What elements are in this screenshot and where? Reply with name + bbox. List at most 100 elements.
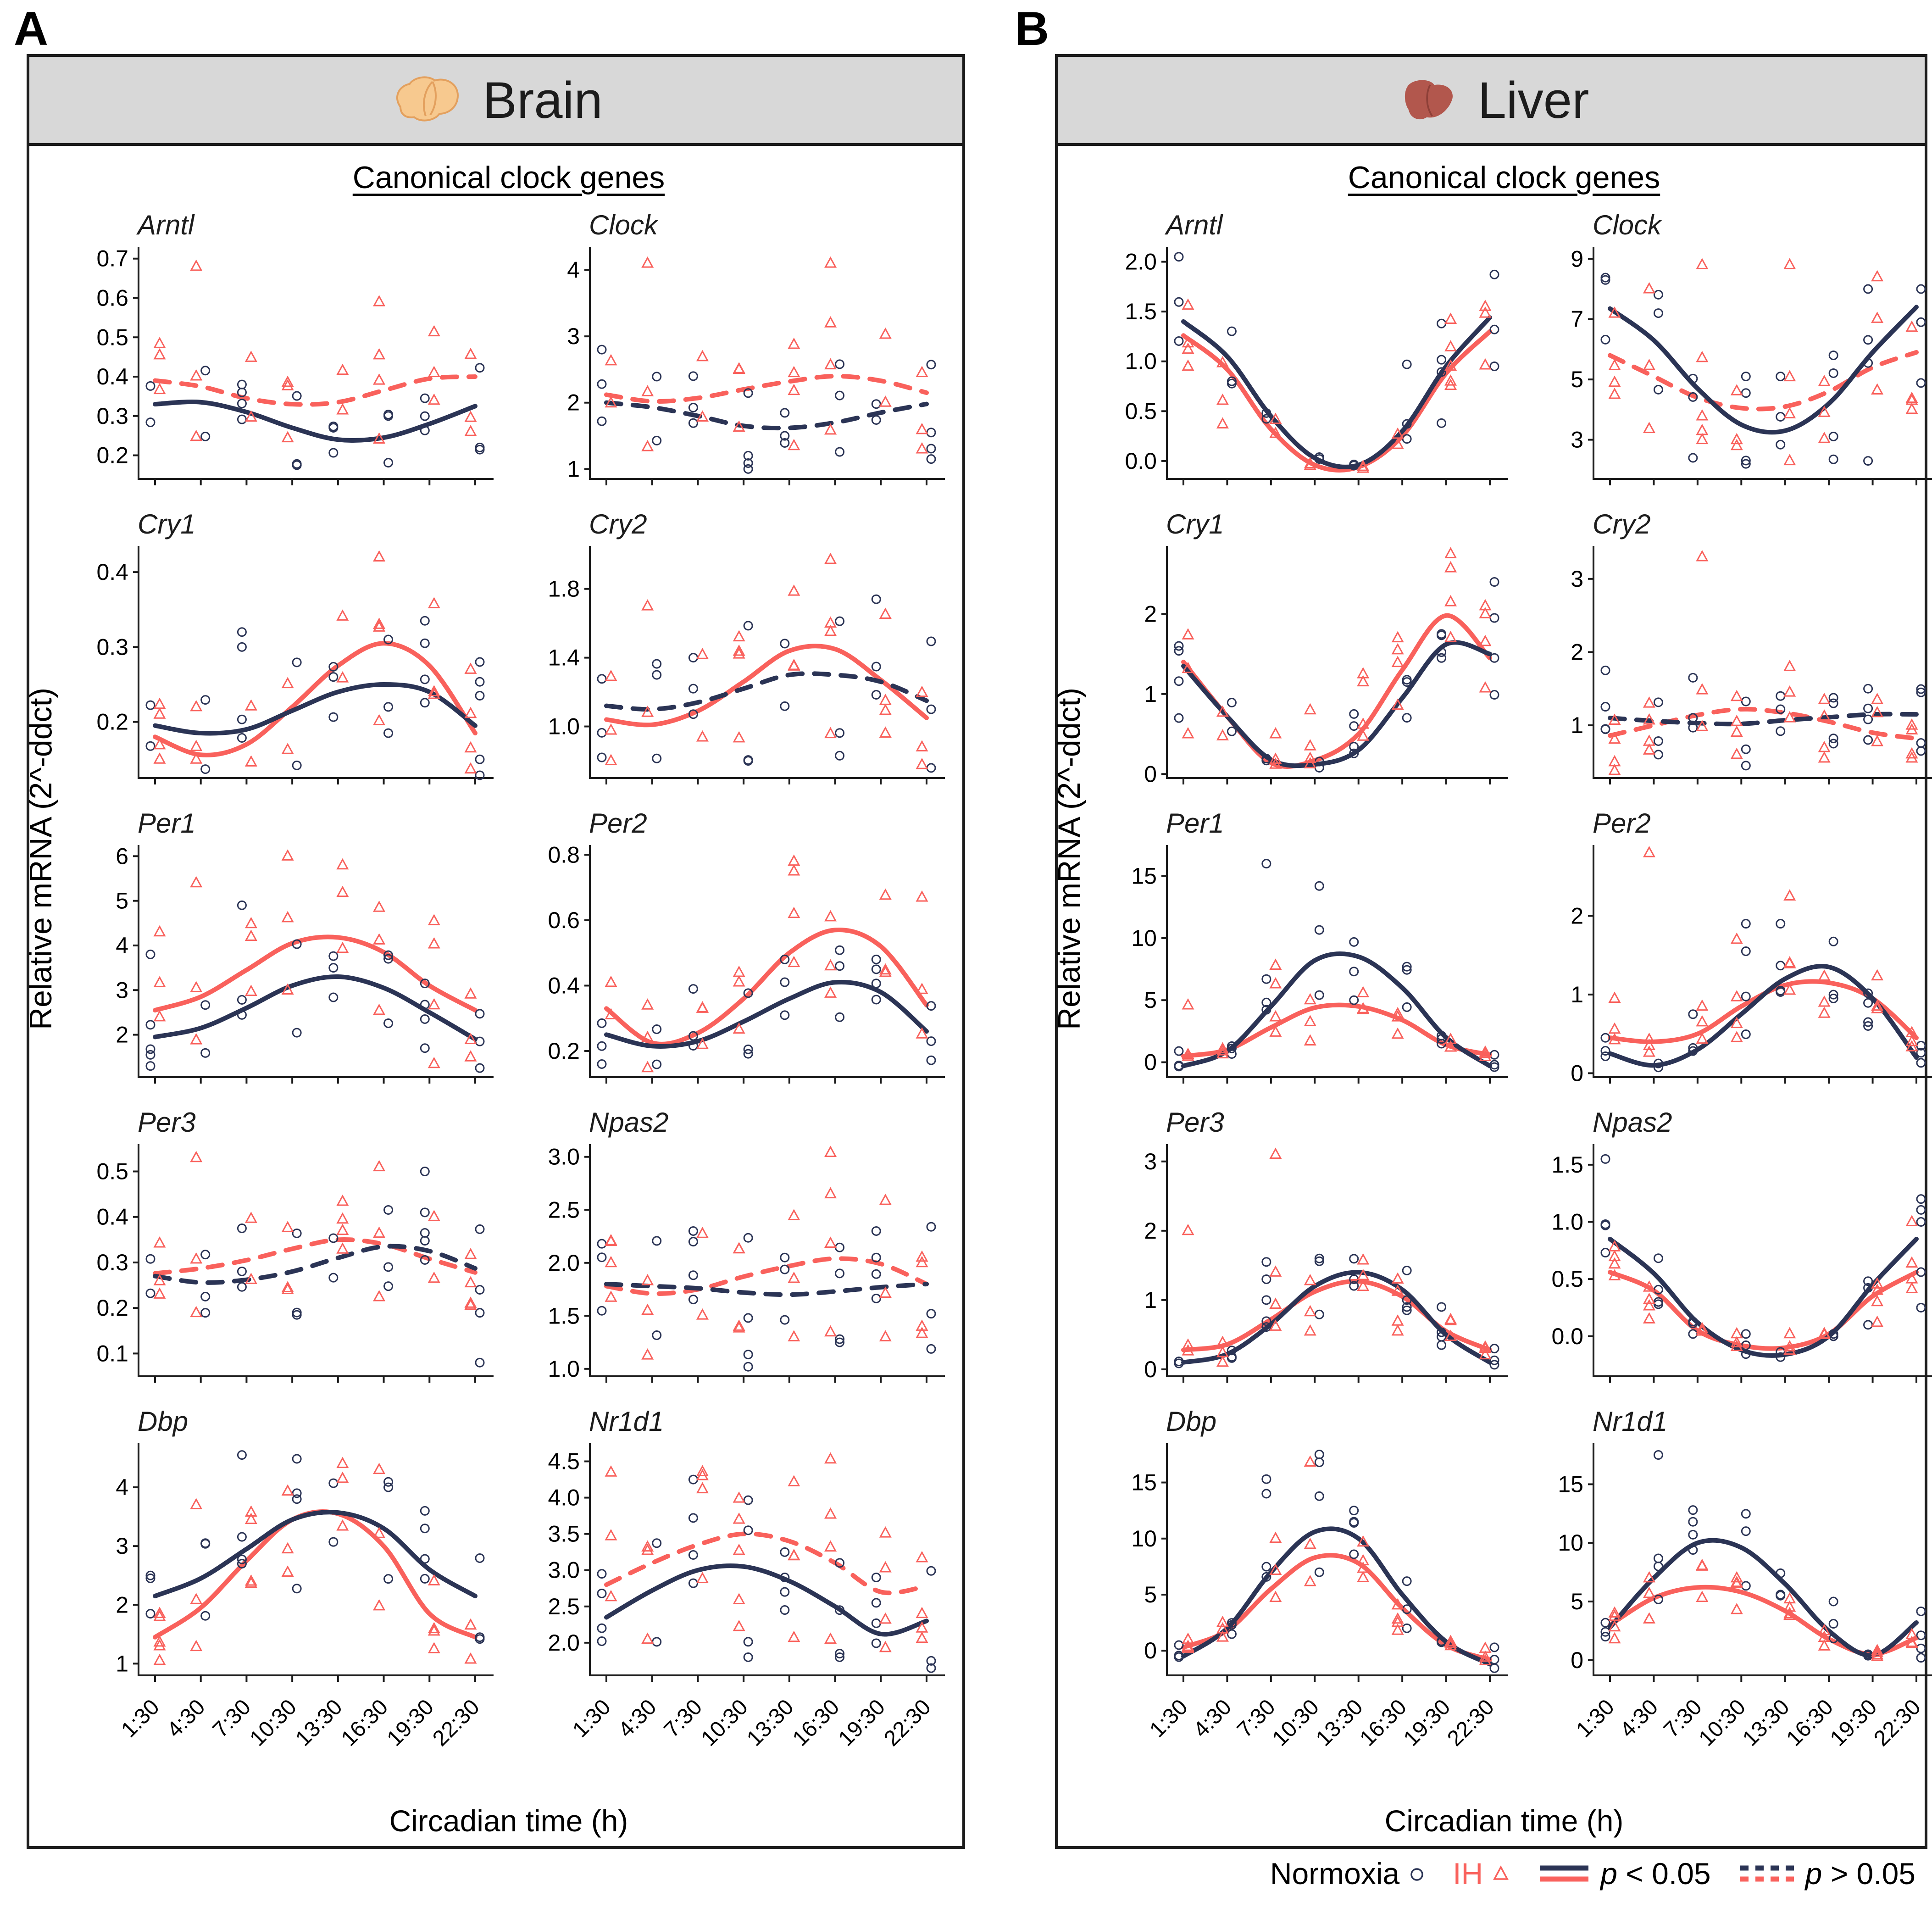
normoxia-point (926, 360, 936, 370)
ih-point (696, 1482, 709, 1494)
ih-point (373, 432, 386, 444)
ih-point (1479, 300, 1492, 311)
normoxia-point (743, 1350, 753, 1360)
normoxia-point (1653, 1594, 1663, 1604)
normoxia-point (292, 460, 302, 470)
ih-point (1304, 1455, 1316, 1467)
ih-point (1479, 1654, 1492, 1666)
ih-point (605, 975, 617, 987)
ih-point (153, 1236, 166, 1248)
normoxia-point (597, 728, 607, 738)
ih-point (1304, 739, 1316, 751)
normoxia-point (1314, 452, 1324, 462)
ih-point (1643, 734, 1655, 746)
normoxia-point (1600, 1627, 1610, 1637)
ih-point (1216, 705, 1229, 717)
normoxia-point (420, 616, 430, 626)
normoxia-point (1261, 754, 1271, 764)
ih-point (1608, 1257, 1621, 1269)
svg-text:3: 3 (1571, 427, 1583, 453)
ih-point (190, 429, 203, 441)
normoxia-point (1863, 456, 1873, 466)
normoxia-circle-icon (1410, 1868, 1423, 1881)
normoxia-point (1863, 284, 1873, 294)
svg-text:1.4: 1.4 (548, 645, 580, 671)
plot-clock: 1 2 3 4 (567, 247, 945, 485)
ih-point (373, 348, 386, 360)
normoxia-point (1489, 577, 1499, 587)
normoxia-point (871, 1293, 881, 1303)
normoxia-point (1437, 355, 1447, 365)
ih-point (879, 963, 892, 975)
ih-point (879, 1641, 892, 1652)
normoxia-point (1653, 1062, 1663, 1073)
normoxia-point (145, 1288, 155, 1298)
normoxia-point (652, 1538, 662, 1548)
ih-point (641, 998, 654, 1010)
ih-point (1643, 696, 1655, 708)
subplot-arntl: Arntl 0.2 0.3 0.4 0.5 0.6 0.7 (60, 207, 506, 506)
brain-panel: Brain Canonical clock genes Relative mRN… (23, 54, 965, 1849)
svg-text:2.5: 2.5 (548, 1594, 580, 1619)
normoxia-point (1314, 1253, 1324, 1263)
x-axis-label: Circadian time (h) (389, 1804, 628, 1838)
normoxia-point (926, 636, 936, 646)
ih-point (1304, 993, 1316, 1005)
red-curve (153, 934, 477, 1013)
ih-point (1905, 1256, 1918, 1268)
normoxia-point (1600, 334, 1610, 345)
ih-point (824, 1540, 837, 1552)
ih-point (1871, 270, 1884, 282)
plot-npas2: 1.0 1.5 2.0 2.5 3.0 (548, 1144, 945, 1383)
ih-point (1818, 709, 1831, 721)
normoxia-point (1489, 1062, 1499, 1072)
normoxia-point (871, 594, 881, 604)
svg-text:16:30: 16:30 (1782, 1695, 1838, 1751)
ih-point (1871, 1295, 1884, 1307)
ih-point (824, 1146, 837, 1157)
normoxia-point (743, 988, 753, 998)
ih-point (788, 854, 800, 866)
normoxia-point (1776, 1347, 1786, 1357)
normoxia-point (1489, 361, 1499, 372)
svg-text:10:30: 10:30 (1694, 1695, 1750, 1751)
normoxia-point (743, 1044, 753, 1054)
normoxia-point (1741, 1581, 1751, 1591)
ih-point (244, 410, 257, 422)
normoxia-point (1688, 453, 1698, 463)
ih-point (1783, 1343, 1796, 1355)
ih-point (696, 1001, 709, 1013)
svg-text:1: 1 (116, 1651, 128, 1676)
normoxia-point (1916, 1643, 1926, 1653)
normoxia-point (328, 951, 339, 961)
normoxia-point (475, 363, 485, 373)
normoxia-point (237, 900, 247, 910)
ih-point (1444, 1636, 1457, 1648)
normoxia-point (1402, 1623, 1412, 1633)
normoxia-point (475, 442, 485, 452)
ih-point (427, 998, 440, 1010)
normoxia-point (1349, 742, 1359, 752)
ih-point (1391, 631, 1404, 643)
y-axis-label: Relative mRNA (2^-ddct) (1052, 688, 1087, 1030)
ih-point (464, 424, 477, 436)
ih-point (1643, 743, 1655, 755)
ih-point (788, 956, 800, 968)
normoxia-point (780, 1573, 790, 1583)
ih-point (1730, 1571, 1743, 1583)
ih-point (1643, 358, 1655, 370)
plot-nr1d1: 0510151:304:307:3010:3013:3016:3019:3022… (1558, 1443, 1932, 1751)
svg-text:13:30: 13:30 (742, 1695, 798, 1751)
ih-point (1730, 1031, 1743, 1042)
svg-text:6: 6 (116, 843, 128, 869)
normoxia-point (780, 639, 790, 649)
ih-point (1643, 1039, 1655, 1050)
svg-text:0.4: 0.4 (96, 559, 128, 585)
ih-point (733, 1321, 745, 1333)
ih-point (190, 1593, 203, 1604)
ih-point (916, 685, 928, 697)
subplot-nr1d1: Nr1d1 0 5 10 15 1:30 4:30 7:30 10:30 13:30 16:30 19… (1515, 1404, 1932, 1802)
gene-title: Cry1 (1166, 509, 1224, 539)
normoxia-point (1828, 431, 1838, 441)
normoxia-point (420, 1207, 430, 1218)
